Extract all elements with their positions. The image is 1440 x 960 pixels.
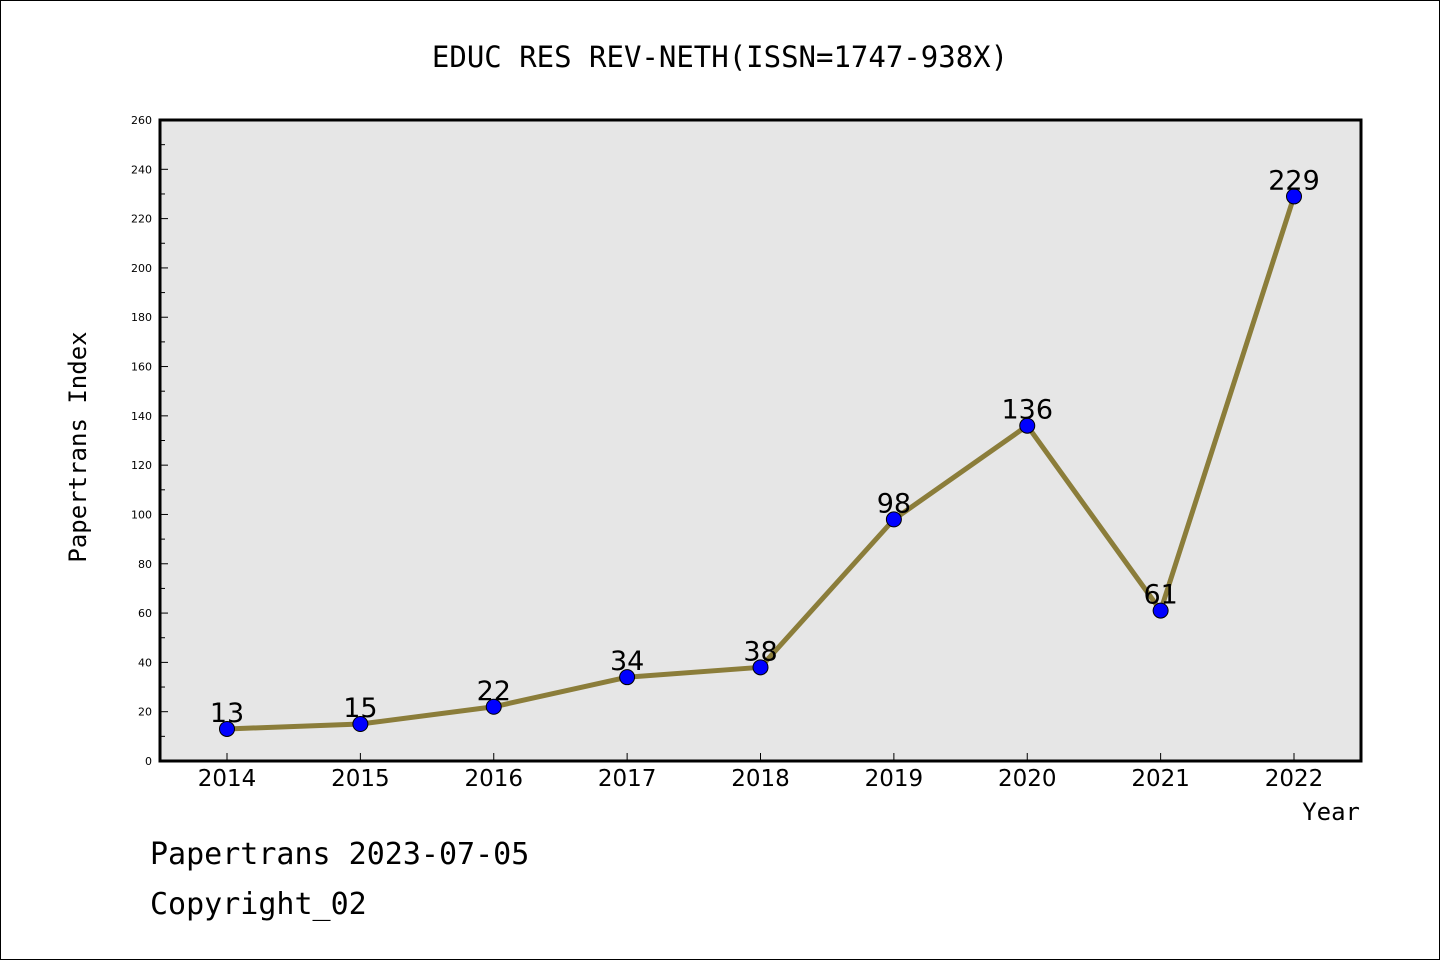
data-point — [619, 669, 636, 686]
source-footer: Papertrans 2023-07-05 — [150, 837, 529, 872]
x-axis-ticks: 2014 2015 2016 2017 2018 2019 2020 2021 2022 — [198, 753, 1324, 792]
y-tick-label: 100 — [131, 508, 152, 521]
data-label: 15 — [343, 693, 377, 724]
data-point — [1286, 188, 1302, 205]
y-tick-label: 160 — [131, 361, 152, 374]
data-point — [1152, 602, 1169, 619]
data-label: 136 — [1001, 395, 1053, 426]
data-label: 34 — [610, 646, 644, 677]
data-label: 98 — [877, 488, 911, 519]
y-tick-label: 140 — [131, 410, 152, 423]
y-tick-label: 260 — [131, 114, 152, 127]
x-tick-label: 2021 — [1131, 766, 1190, 792]
x-tick-label: 2019 — [865, 766, 924, 792]
x-tick-label: 2017 — [598, 766, 657, 792]
x-tick-label: 2020 — [998, 766, 1057, 792]
y-tick-label: 180 — [131, 311, 152, 324]
x-tick-label: 2018 — [731, 766, 790, 792]
x-tick-label: 2015 — [331, 766, 390, 792]
y-tick-label: 120 — [131, 459, 152, 472]
data-label: 38 — [743, 636, 777, 667]
y-tick-label: 220 — [131, 213, 152, 226]
plot-border — [158, 118, 1363, 763]
y-tick-label: 20 — [138, 706, 152, 719]
y-tick-label: 240 — [131, 163, 152, 176]
y-axis-label: Papertrans Index — [64, 331, 92, 562]
y-tick-label: 40 — [138, 656, 152, 669]
data-label: 61 — [1143, 580, 1177, 611]
series-group: 13 15 22 34 38 98 136 61 229 — [210, 165, 1320, 737]
y-tick-label: 60 — [138, 607, 152, 620]
chart-title: EDUC RES REV-NETH(ISSN=1747-938X) — [432, 40, 1008, 74]
x-tick-label: 2022 — [1265, 766, 1324, 792]
data-point — [485, 698, 502, 715]
data-label: 13 — [210, 698, 244, 729]
data-point — [219, 720, 235, 737]
data-label: 22 — [477, 676, 511, 707]
data-point — [752, 659, 769, 676]
copyright-footer: Copyright_02 — [150, 887, 367, 922]
data-label: 229 — [1268, 165, 1320, 196]
data-point — [1019, 417, 1036, 434]
x-axis-label: Year — [1302, 798, 1360, 826]
x-tick-label: 2016 — [464, 766, 523, 792]
y-tick-label: 80 — [138, 558, 152, 571]
y-tick-label: 0 — [145, 755, 152, 768]
x-tick-label: 2014 — [198, 766, 257, 792]
data-point — [885, 511, 902, 528]
plot-area — [160, 120, 1361, 761]
y-tick-label: 200 — [131, 262, 152, 275]
y-axis-ticks: 0 20 40 60 80 100 120 140 160 180 200 220 240 260 — [131, 114, 168, 768]
data-point — [352, 716, 369, 733]
